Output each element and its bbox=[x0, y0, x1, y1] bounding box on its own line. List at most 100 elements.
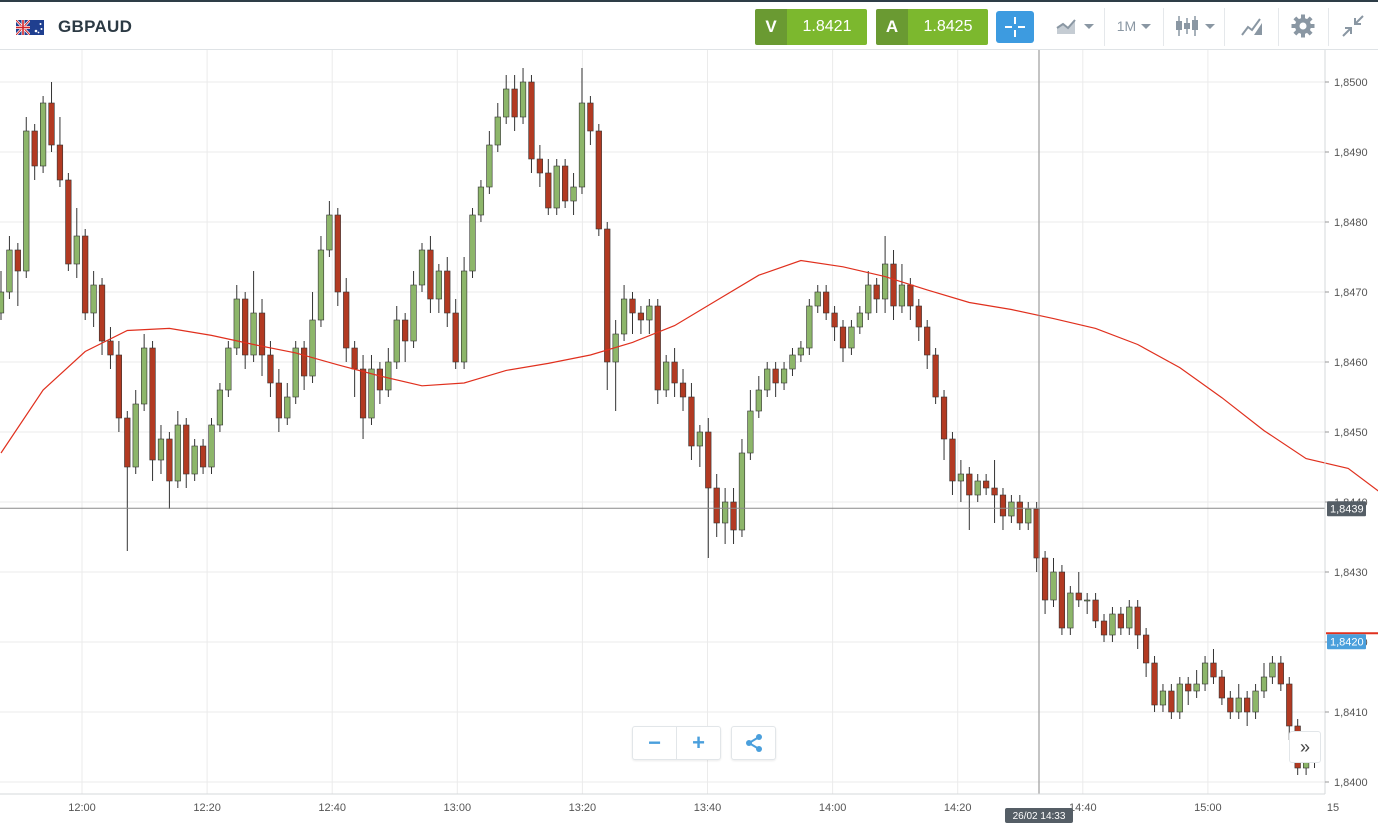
candle-body bbox=[1025, 508, 1032, 524]
candle-body bbox=[31, 130, 38, 167]
candle-body bbox=[730, 501, 737, 531]
candle-body bbox=[814, 291, 821, 307]
drawing-tools-button[interactable] bbox=[1228, 2, 1276, 50]
candle-body bbox=[191, 445, 198, 475]
candle-body bbox=[1041, 557, 1049, 601]
candle-body bbox=[646, 305, 653, 321]
candle-body bbox=[1109, 613, 1116, 636]
candle-body bbox=[115, 354, 122, 419]
sell-price: 1.8421 bbox=[787, 9, 867, 45]
candle-body bbox=[856, 312, 863, 328]
candlestick-chart[interactable]: 1,84001,84101,84201,84301,84401,84501,84… bbox=[0, 50, 1378, 826]
candle-body bbox=[1252, 690, 1259, 713]
candle-body bbox=[1100, 620, 1108, 636]
current-price-label: 1,8420 bbox=[1330, 636, 1364, 648]
candle-body bbox=[132, 403, 139, 468]
candle-body bbox=[208, 424, 215, 468]
candle-body bbox=[772, 368, 779, 384]
candle-body bbox=[932, 354, 939, 398]
candle-body bbox=[435, 270, 442, 300]
candle-style-button[interactable] bbox=[1165, 2, 1223, 50]
buy-price-button[interactable]: A 1.8425 bbox=[876, 9, 988, 45]
crosshair-button[interactable] bbox=[996, 11, 1034, 43]
candle-body bbox=[797, 347, 804, 356]
candle-body bbox=[250, 312, 257, 356]
zoom-in-button[interactable]: + bbox=[692, 730, 705, 755]
candle-body bbox=[368, 368, 375, 419]
zoom-out-button[interactable]: − bbox=[648, 730, 661, 755]
candle-body bbox=[1185, 683, 1192, 692]
candle-body bbox=[1008, 501, 1015, 517]
candle-body bbox=[983, 480, 990, 489]
price-tick-label: 1,8460 bbox=[1334, 357, 1368, 369]
candle-body bbox=[780, 368, 788, 384]
candle-body bbox=[107, 340, 114, 356]
candle-body bbox=[1176, 683, 1183, 713]
candle-body bbox=[149, 347, 156, 461]
candle-body bbox=[873, 284, 880, 300]
candle-body bbox=[199, 445, 207, 468]
collapse-button[interactable] bbox=[1330, 2, 1376, 50]
sell-price-button[interactable]: V 1.8421 bbox=[755, 9, 867, 45]
candle-body bbox=[1084, 599, 1091, 602]
time-tick-label: 15:00 bbox=[1194, 802, 1222, 814]
chart-type-button[interactable] bbox=[1046, 2, 1102, 50]
candle-body bbox=[14, 249, 21, 272]
price-tick-label: 1,8490 bbox=[1334, 147, 1368, 159]
candle-body bbox=[519, 81, 527, 118]
candle-body bbox=[225, 347, 232, 391]
time-tick-label: 14:00 bbox=[819, 802, 847, 814]
candle-body bbox=[233, 298, 240, 349]
timeframe-label: 1M bbox=[1116, 18, 1137, 34]
candle-body bbox=[216, 389, 224, 426]
candle-body bbox=[242, 298, 249, 356]
price-tick-label: 1,8480 bbox=[1334, 217, 1368, 229]
candle-body bbox=[503, 88, 510, 118]
candle-body bbox=[477, 186, 485, 216]
candle-body bbox=[48, 102, 55, 146]
candle-body bbox=[1151, 662, 1158, 706]
candle-body bbox=[587, 102, 594, 132]
candle-body bbox=[452, 312, 459, 363]
candle-body bbox=[705, 431, 712, 489]
candle-body bbox=[124, 417, 131, 468]
candle-body bbox=[65, 179, 72, 265]
candle-body bbox=[511, 88, 518, 118]
candle-body bbox=[1244, 697, 1251, 713]
candle-body bbox=[317, 249, 325, 321]
share-button[interactable] bbox=[732, 727, 775, 759]
settings-button[interactable] bbox=[1280, 2, 1326, 50]
share-icon bbox=[745, 734, 762, 752]
candle-body bbox=[351, 347, 358, 370]
crosshair-price-badge bbox=[1327, 501, 1366, 517]
candle-body bbox=[494, 116, 501, 146]
candle-body bbox=[991, 487, 998, 496]
candle-body bbox=[1092, 599, 1099, 622]
candle-body bbox=[157, 438, 165, 461]
scroll-to-latest-button[interactable]: » bbox=[1289, 731, 1321, 763]
candle-body bbox=[334, 214, 341, 293]
candle-body bbox=[915, 305, 922, 328]
timeframe-button[interactable]: 1M bbox=[1106, 2, 1162, 50]
candle-body bbox=[688, 396, 695, 447]
time-tick-label: 12:00 bbox=[68, 802, 96, 814]
time-tick-label: 12:20 bbox=[193, 802, 221, 814]
candle-body bbox=[90, 284, 97, 314]
candle-body bbox=[713, 487, 720, 524]
candle-body bbox=[1075, 592, 1082, 601]
candle-body bbox=[1117, 613, 1124, 629]
candle-body bbox=[831, 312, 838, 328]
candle-body bbox=[1193, 683, 1200, 692]
candle-body bbox=[393, 319, 400, 363]
collapse-arrows-icon bbox=[1342, 15, 1364, 37]
candle-body bbox=[343, 291, 350, 349]
candle-body bbox=[890, 263, 897, 307]
candle-body bbox=[553, 165, 560, 209]
candle-body bbox=[881, 263, 889, 300]
candle-body bbox=[402, 319, 409, 342]
gear-icon bbox=[1291, 14, 1315, 38]
candle-body bbox=[620, 298, 628, 335]
candle-body bbox=[823, 291, 830, 314]
candle-body bbox=[1134, 606, 1141, 636]
candle-body bbox=[940, 396, 948, 440]
